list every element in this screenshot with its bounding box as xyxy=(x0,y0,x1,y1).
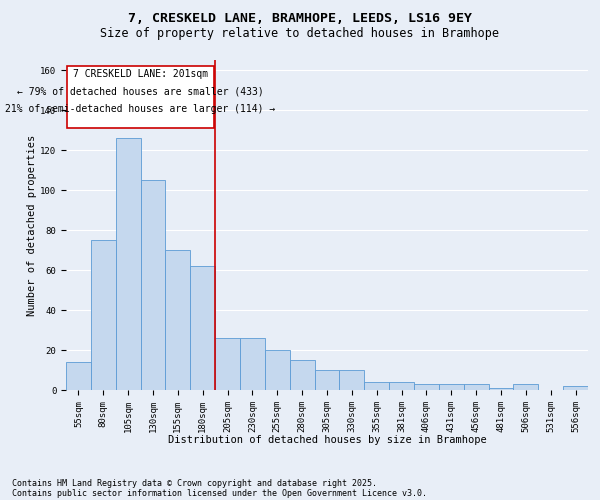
Text: ← 79% of detached houses are smaller (433): ← 79% of detached houses are smaller (43… xyxy=(17,86,264,96)
Bar xyxy=(340,370,364,390)
Bar xyxy=(166,250,190,390)
Text: Contains HM Land Registry data © Crown copyright and database right 2025.: Contains HM Land Registry data © Crown c… xyxy=(12,478,377,488)
FancyBboxPatch shape xyxy=(67,66,214,128)
Bar xyxy=(389,382,414,390)
Bar xyxy=(190,266,215,390)
Bar xyxy=(140,180,166,390)
Bar xyxy=(488,388,514,390)
Text: 7 CRESKELD LANE: 201sqm: 7 CRESKELD LANE: 201sqm xyxy=(73,69,208,79)
Text: Size of property relative to detached houses in Bramhope: Size of property relative to detached ho… xyxy=(101,28,499,40)
Bar xyxy=(66,362,91,390)
Bar xyxy=(514,384,538,390)
Bar xyxy=(464,384,488,390)
Bar xyxy=(265,350,290,390)
Text: 21% of semi-detached houses are larger (114) →: 21% of semi-detached houses are larger (… xyxy=(5,104,275,114)
Bar xyxy=(414,384,439,390)
Bar xyxy=(240,338,265,390)
Bar xyxy=(314,370,340,390)
Bar xyxy=(91,240,116,390)
Y-axis label: Number of detached properties: Number of detached properties xyxy=(28,134,37,316)
Bar xyxy=(439,384,464,390)
Bar xyxy=(364,382,389,390)
Text: 7, CRESKELD LANE, BRAMHOPE, LEEDS, LS16 9EY: 7, CRESKELD LANE, BRAMHOPE, LEEDS, LS16 … xyxy=(128,12,472,26)
Text: Contains public sector information licensed under the Open Government Licence v3: Contains public sector information licen… xyxy=(12,488,427,498)
X-axis label: Distribution of detached houses by size in Bramhope: Distribution of detached houses by size … xyxy=(167,435,487,445)
Bar xyxy=(215,338,240,390)
Bar xyxy=(563,386,588,390)
Bar xyxy=(116,138,140,390)
Bar xyxy=(290,360,314,390)
